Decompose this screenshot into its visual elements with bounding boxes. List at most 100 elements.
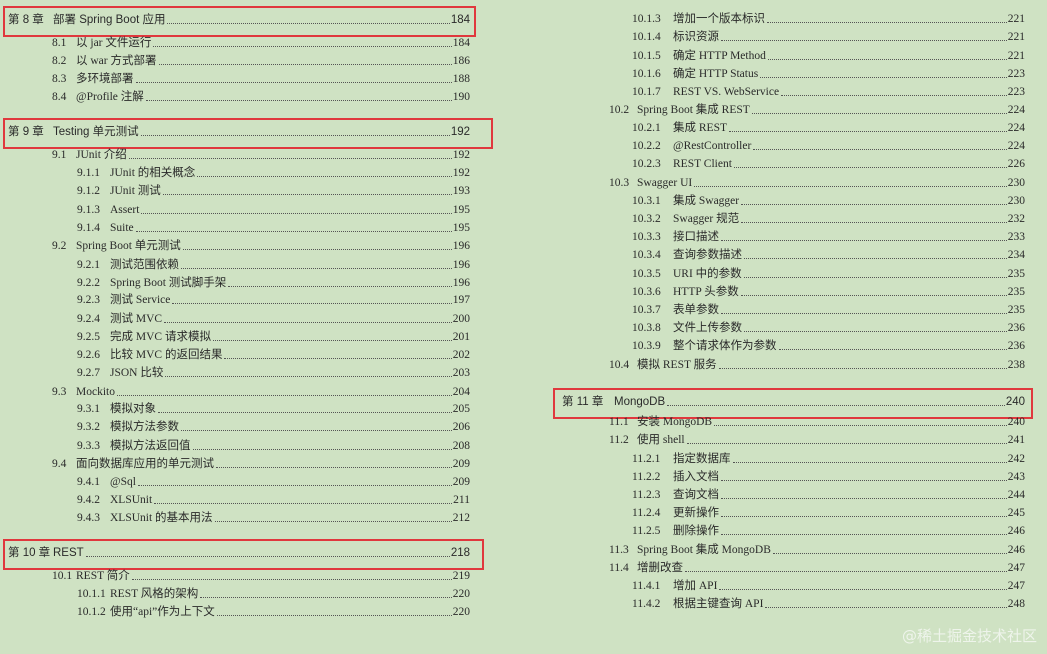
toc-subsection-entry[interactable]: 10.2.1 集成 REST 224: [632, 120, 1025, 136]
toc-section-entry[interactable]: 10.1 REST 简介 219: [52, 568, 470, 584]
toc-subsection-entry[interactable]: 11.4.1 增加 API 247: [632, 578, 1025, 594]
dot-leader: [137, 485, 452, 486]
toc-subsection-entry[interactable]: 10.1.4 标识资源 221: [632, 29, 1025, 45]
toc-subsection-entry[interactable]: 10.1.3 增加一个版本标识 221: [632, 11, 1025, 27]
toc-subsection-entry[interactable]: 11.2.4 更新操作 245: [632, 505, 1025, 521]
toc-chapter-entry[interactable]: 第 11 章 MongoDB 240: [562, 394, 1025, 410]
toc-subsection-entry[interactable]: 9.2.5 完成 MVC 请求模拟 201: [77, 329, 470, 345]
toc-subsection-entry[interactable]: 9.2.3 测试 Service 197: [77, 292, 470, 308]
entry-page: 242: [1007, 453, 1025, 465]
toc-subsection-entry[interactable]: 9.4.2 XLSUnit 211: [77, 492, 470, 508]
entry-number: 10.2.1: [632, 122, 661, 134]
toc-subsection-entry[interactable]: 9.2.1 测试范围依赖 196: [77, 257, 470, 273]
toc-subsection-entry[interactable]: 9.1.3 Assert 195: [77, 202, 470, 218]
toc-chapter-entry[interactable]: 第 10 章 REST 218: [8, 545, 470, 561]
toc-subsection-entry[interactable]: 9.2.2 Spring Boot 测试脚手架 196: [77, 275, 470, 291]
entry-title: Spring Boot 集成 REST: [637, 104, 750, 116]
toc-section-entry[interactable]: 8.1 以 jar 文件运行 184: [52, 35, 470, 51]
toc-subsection-entry[interactable]: 9.4.1 @Sql 209: [77, 474, 470, 490]
entry-page: 211: [453, 494, 470, 506]
toc-section-entry[interactable]: 11.1 安装 MongoDB 240: [609, 414, 1025, 430]
entry-title: 比较 MVC 的返回结果: [110, 349, 223, 361]
entry-page: 193: [452, 185, 470, 197]
toc-subsection-entry[interactable]: 11.2.5 删除操作 246: [632, 523, 1025, 539]
entry-page: 219: [452, 570, 470, 582]
entry-title: 模拟 REST 服务: [637, 359, 717, 371]
toc-chapter-entry[interactable]: 第 9 章 Testing 单元测试 192: [8, 124, 470, 140]
toc-subsection-entry[interactable]: 10.3.2 Swagger 规范 232: [632, 211, 1025, 227]
dot-leader: [172, 303, 452, 304]
toc-subsection-entry[interactable]: 9.1.1 JUnit 的相关概念 192: [77, 165, 470, 181]
toc-subsection-entry[interactable]: 9.2.4 测试 MVC 200: [77, 311, 470, 327]
toc-section-entry[interactable]: 10.3 Swagger UI 230: [609, 175, 1025, 191]
entry-page: 244: [1007, 489, 1025, 501]
toc-subsection-entry[interactable]: 10.3.6 HTTP 头参数 235: [632, 284, 1025, 300]
toc-subsection-entry[interactable]: 9.2.6 比较 MVC 的返回结果 202: [77, 347, 470, 363]
entry-page: 220: [452, 606, 470, 618]
toc-subsection-entry[interactable]: 11.2.2 插入文档 243: [632, 469, 1025, 485]
toc-subsection-entry[interactable]: 10.1.5 确定 HTTP Method 221: [632, 48, 1025, 64]
toc-subsection-entry[interactable]: 9.4.3 XLSUnit 的基本用法 212: [77, 510, 470, 526]
dot-leader: [158, 412, 452, 413]
entry-number: 10.1: [52, 570, 73, 582]
toc-section-entry[interactable]: 9.3 Mockito 204: [52, 384, 470, 400]
toc-subsection-entry[interactable]: 9.1.4 Suite 195: [77, 220, 470, 236]
toc-subsection-entry[interactable]: 10.3.3 接口描述 233: [632, 229, 1025, 245]
toc-subsection-entry[interactable]: 9.1.2 JUnit 测试 193: [77, 183, 470, 199]
toc-subsection-entry[interactable]: 10.3.1 集成 Swagger 230: [632, 193, 1025, 209]
toc-section-entry[interactable]: 8.3 多环境部署 188: [52, 71, 470, 87]
toc-subsection-entry[interactable]: 10.1.2 使用“api”作为上下文 220: [77, 604, 470, 620]
toc-subsection-entry[interactable]: 10.1.7 REST VS. WebService 223: [632, 84, 1025, 100]
dot-leader: [721, 313, 1007, 314]
toc-subsection-entry[interactable]: 10.2.3 REST Client 226: [632, 156, 1025, 172]
toc-section-entry[interactable]: 8.2 以 war 方式部署 186: [52, 53, 470, 69]
entry-title: REST 简介: [76, 570, 130, 582]
entry-page: 195: [452, 204, 470, 216]
toc-section-entry[interactable]: 9.1 JUnit 介绍 192: [52, 147, 470, 163]
toc-section-entry[interactable]: 9.2 Spring Boot 单元测试 196: [52, 238, 470, 254]
entry-title: HTTP 头参数: [673, 286, 739, 298]
toc-subsection-entry[interactable]: 9.3.3 模拟方法返回值 208: [77, 438, 470, 454]
entry-number: 8.2: [52, 55, 67, 67]
toc-subsection-entry[interactable]: 11.2.3 查询文档 244: [632, 487, 1025, 503]
toc-section-entry[interactable]: 9.4 面向数据库应用的单元测试 209: [52, 456, 470, 472]
entry-number: 10.3.8: [632, 322, 661, 334]
toc-subsection-entry[interactable]: 9.3.2 模拟方法参数 206: [77, 419, 470, 435]
entry-page: 209: [452, 476, 470, 488]
toc-subsection-entry[interactable]: 10.3.4 查询参数描述 234: [632, 247, 1025, 263]
toc-section-entry[interactable]: 10.2 Spring Boot 集成 REST 224: [609, 102, 1025, 118]
entry-page: 226: [1007, 158, 1025, 170]
toc-subsection-entry[interactable]: 9.2.7 JSON 比较 203: [77, 365, 470, 381]
toc-section-entry[interactable]: 11.3 Spring Boot 集成 MongoDB 246: [609, 542, 1025, 558]
toc-subsection-entry[interactable]: 10.3.9 整个请求体作为参数 236: [632, 338, 1025, 354]
dot-leader: [165, 376, 452, 377]
toc-subsection-entry[interactable]: 10.2.2 @RestController 224: [632, 138, 1025, 154]
dot-leader: [667, 405, 1005, 406]
toc-subsection-entry[interactable]: 10.3.8 文件上传参数 236: [632, 320, 1025, 336]
entry-title: Swagger UI: [637, 177, 693, 189]
toc-section-entry[interactable]: 11.2 使用 shell 241: [609, 432, 1025, 448]
toc-chapter-entry[interactable]: 第 8 章部署 Spring Boot 应用 184: [8, 12, 470, 28]
toc-subsection-entry[interactable]: 11.2.1 指定数据库 242: [632, 451, 1025, 467]
entry-number: 10.3.7: [632, 304, 661, 316]
dot-leader: [164, 322, 452, 323]
toc-section-entry[interactable]: 8.4 @Profile 注解 190: [52, 89, 470, 105]
entry-number: 11.4: [609, 562, 629, 574]
entry-number: 9.1.1: [77, 167, 100, 179]
dot-leader: [200, 597, 452, 598]
entry-title: 删除操作: [673, 525, 719, 537]
entry-title: 确定 HTTP Status: [673, 68, 759, 80]
toc-subsection-entry[interactable]: 10.1.1 REST 风格的架构 220: [77, 586, 470, 602]
toc-subsection-entry[interactable]: 10.1.6 确定 HTTP Status 223: [632, 66, 1025, 82]
toc-section-entry[interactable]: 11.4 增删改查 247: [609, 560, 1025, 576]
entry-title: 集成 Swagger: [673, 195, 740, 207]
toc-subsection-entry[interactable]: 10.3.5 URI 中的参数 235: [632, 266, 1025, 282]
entry-number: 11.2: [609, 434, 629, 446]
entry-number: 9.4.1: [77, 476, 100, 488]
entry-number: 9.3.2: [77, 421, 100, 433]
toc-subsection-entry[interactable]: 9.3.1 模拟对象 205: [77, 401, 470, 417]
entry-title: REST: [53, 547, 84, 559]
toc-subsection-entry[interactable]: 10.3.7 表单参数 235: [632, 302, 1025, 318]
toc-section-entry[interactable]: 10.4 模拟 REST 服务 238: [609, 357, 1025, 373]
toc-subsection-entry[interactable]: 11.4.2 根据主键查询 API 248: [632, 596, 1025, 612]
